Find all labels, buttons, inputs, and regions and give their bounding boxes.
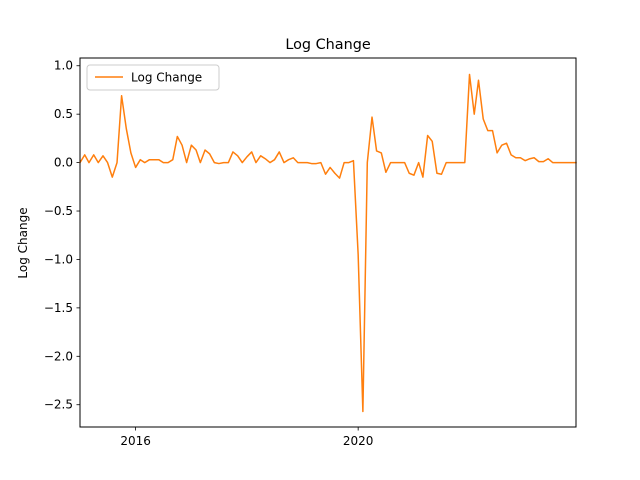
chart-title: Log Change	[285, 37, 371, 53]
y-tick-label: 0.5	[54, 107, 73, 121]
y-tick-label: −2.5	[44, 398, 73, 412]
y-tick-label: −1.0	[44, 252, 73, 266]
y-tick-label: −1.5	[44, 301, 73, 315]
legend: Log Change	[86, 64, 220, 91]
y-tick-label: −0.5	[44, 204, 73, 218]
plot-series	[78, 73, 577, 413]
y-tick-label: −2.0	[44, 349, 73, 363]
x-tick-label: 2016	[120, 434, 151, 448]
series-line	[78, 73, 577, 413]
plot-frame	[79, 57, 577, 428]
y-tick-label: 0.0	[54, 156, 73, 170]
x-axis: 2016 2020	[120, 427, 373, 448]
legend-label: Log Change	[131, 71, 202, 85]
x-tick-label: 2020	[343, 434, 374, 448]
legend-box	[86, 64, 220, 91]
y-axis: 1.0 0.5 0.0 −0.5 −1.0 −1.5 −2.0 −2.5	[44, 59, 80, 412]
y-axis-label: Log Change	[16, 207, 30, 278]
y-tick-label: 1.0	[54, 59, 73, 73]
